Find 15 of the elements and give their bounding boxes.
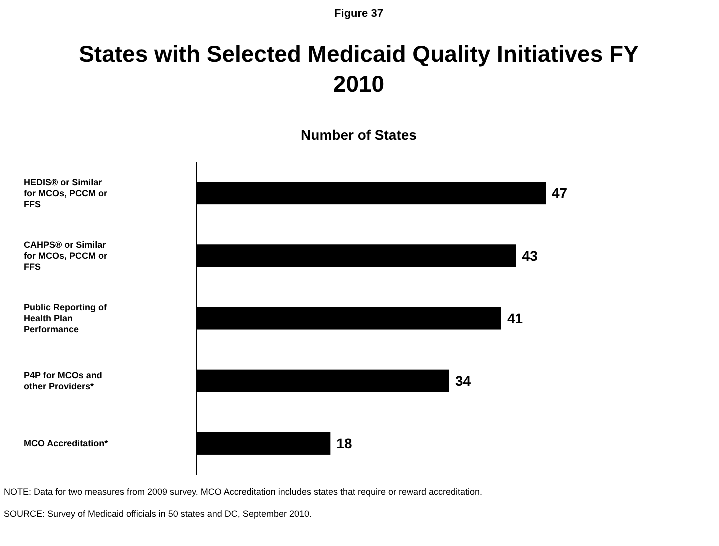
caption: Figure 37 [334, 8, 384, 20]
text: NOTE: Data for two measures from 2009 survey. MCO Accreditation includes states that require or reward accreditation. [4, 487, 483, 497]
source-note: SOURCE: Survey of Medicaid officials in 50 states and DC, September 2010. [4, 509, 312, 519]
data-label: 34 [455, 373, 472, 389]
chart-title: States with Selected Medicaid Quality Initiatives FY 2010 [79, 41, 639, 97]
y-tick-label: HEDIS® or Similar for MCOs, PCCM or FFS [24, 177, 108, 210]
data-label: 47 [552, 185, 568, 202]
chart-subtitle: Number of States [301, 127, 418, 143]
data-label: 41 [507, 310, 524, 326]
y-tick-label: P4P for MCOs and other Providers* [24, 370, 102, 392]
data-label: 18 [336, 436, 352, 452]
data-label: 43 [522, 248, 538, 264]
y-tick-label: Public Reporting of Health Plan Performance [24, 302, 108, 334]
y-tick-label: CAHPS® or Similar for MCOs, PCCM or FFS [24, 240, 108, 272]
y-tick-label: MCO Accreditation* [24, 438, 109, 449]
